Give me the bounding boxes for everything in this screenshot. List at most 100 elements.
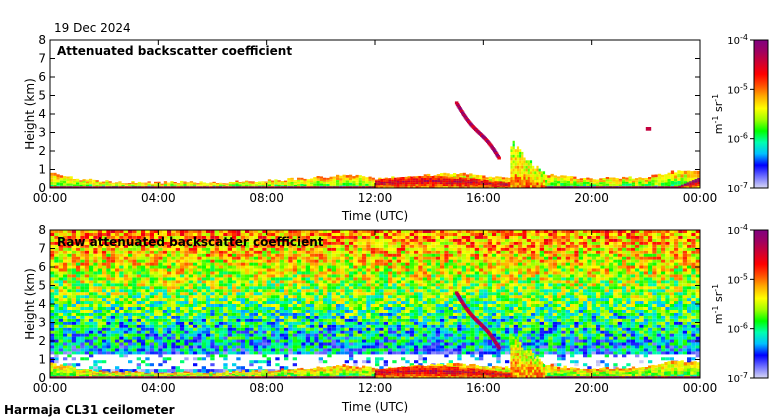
noise-cell [214,330,219,334]
bl-cell [371,177,375,180]
noise-cell [63,265,68,269]
bl-cell [105,184,109,187]
noise-cell [193,280,198,284]
noise-cell [318,333,323,337]
surface-cell [163,186,168,188]
bl-cell [160,184,164,186]
column-cell [516,168,520,172]
bl-cell [381,182,385,185]
bl-cell [267,181,272,183]
noise-cell [227,283,232,287]
low-layer-cell [496,181,500,183]
low-layer-cell [434,176,438,178]
noise-cell [154,333,159,337]
noise-cell [132,259,137,263]
low-layer-cell [396,182,400,185]
noise-cell [193,283,198,287]
noise-cell [145,348,150,352]
bl-cell [128,185,132,187]
noise-cell [245,336,250,340]
noise-cell [171,327,176,331]
end-echo-cell [681,185,684,186]
noise-cell [115,312,120,316]
bl-cell [89,180,93,183]
bl-cell [602,180,606,182]
bl-cell [563,180,567,183]
noise-cell [67,298,72,302]
noise-cell [141,241,146,245]
noise-cell [162,339,167,343]
noise-cell [271,342,276,346]
low-layer-cell [467,183,470,185]
bl-cell [274,179,278,182]
low-layer-cell [377,180,381,183]
noise-cell [132,253,137,257]
column-cell [512,157,515,161]
noise-cell [288,256,293,260]
noise-cell [310,324,315,328]
noise-cell [123,235,128,239]
column-cell [525,185,528,188]
low-layer-cell [426,182,430,184]
noise-cell [50,330,55,334]
noise-cell [223,283,228,287]
noise-cell [201,348,206,352]
noise-cell [310,241,315,245]
noise-cell [331,327,336,331]
noise-cell [232,238,237,242]
surface-cell [280,186,284,188]
noise-cell [71,324,76,328]
noise-cell [76,321,81,325]
noise-cell [162,256,167,260]
noise-cell [158,318,163,322]
noise-cell [288,289,293,293]
noise-cell [331,295,336,299]
noise-cell [141,295,146,299]
noise-cell [67,345,72,349]
noise-cell [149,295,154,299]
noise-cell [318,292,323,296]
bl-cell [232,184,236,186]
noise-cell [102,351,107,355]
noise-cell [50,321,55,325]
noise-cell [175,330,180,334]
low-layer-cell [505,181,508,183]
noise-cell [340,327,345,331]
bl-cell [560,175,564,178]
noise-cell [93,369,98,373]
noise-cell [206,345,211,349]
bl-cell [193,185,197,187]
end-echo-cell [683,185,687,187]
bl-cell [167,184,171,186]
noise-cell [115,324,120,328]
noise-cell [123,298,128,302]
column-cell [514,163,517,166]
noise-cell [219,289,224,293]
noise-cell [110,277,115,281]
noise-cell [50,360,55,364]
noise-cell [219,259,224,263]
noise-cell [219,230,224,233]
noise-cell [258,295,263,299]
bl-cell [53,178,57,182]
noise-cell [206,262,211,266]
noise-cell [67,262,72,266]
noise-cell [245,289,250,293]
noise-cell [71,333,76,337]
bl-cell [245,183,249,186]
noise-cell [80,250,85,254]
noise-cell [97,230,102,233]
noise-cell [253,274,258,278]
bl-cell [115,182,119,184]
noise-cell [193,336,198,340]
low-layer-cell [394,186,397,188]
noise-cell [171,318,176,322]
noise-cell [258,321,263,325]
noise-cell [301,274,306,278]
noise-cell [206,330,211,334]
noise-cell [331,318,336,322]
bl-cell [98,181,103,183]
low-layer-cell [491,183,495,185]
bl-cell [228,185,233,187]
noise-cell [188,315,193,319]
